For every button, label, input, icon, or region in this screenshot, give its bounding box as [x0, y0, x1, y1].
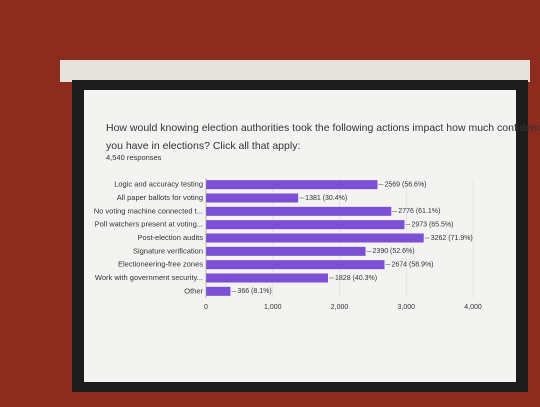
x-tick-label: 3,000 [397, 304, 415, 311]
bar [206, 286, 231, 296]
chart-subtitle: 4,540 responses [106, 153, 162, 162]
chart-title: How would knowing election authorities t… [106, 122, 540, 134]
bar [206, 206, 392, 216]
value-label: 2390 (52.6%) [373, 248, 415, 255]
bar [206, 193, 299, 203]
x-tick-label: 1,000 [264, 304, 282, 311]
y-tick-label: Post-election audits [138, 233, 204, 242]
value-label: 366 (8.1%) [237, 288, 271, 295]
bar [206, 246, 366, 256]
y-tick-label: Logic and accuracy testing [114, 180, 203, 189]
x-tick-label: 4,000 [464, 304, 482, 311]
chart-title: you have in elections? Click all that ap… [106, 140, 300, 152]
y-tick-label: Poll watchers present at voting... [95, 220, 203, 229]
value-label: 2674 (58.9%) [391, 262, 433, 269]
value-label: 1381 (30.4%) [305, 195, 347, 202]
y-tick-label: Other [184, 286, 203, 295]
value-label: 3262 (71.9%) [431, 235, 473, 242]
x-tick-label: 0 [204, 304, 208, 311]
value-label: 2776 (61.1%) [398, 208, 440, 215]
y-tick-label: Work with government security... [95, 273, 203, 282]
x-tick-label: 2,000 [331, 304, 349, 311]
y-tick-label: All paper ballots for voting [117, 193, 203, 202]
value-label: 2569 (56.6%) [384, 182, 426, 189]
bar [206, 233, 424, 243]
bar [206, 180, 378, 190]
value-label: 1828 (40.3%) [335, 275, 377, 282]
value-label: 2973 (65.5%) [411, 222, 453, 229]
y-tick-label: Signature verification [133, 246, 203, 255]
bar [206, 273, 329, 283]
y-tick-label: Electioneering-free zones [118, 260, 203, 269]
bar [206, 260, 385, 270]
bar [206, 220, 405, 230]
screen-housing [60, 60, 530, 82]
y-tick-label: No voting machine connected t... [94, 206, 203, 215]
